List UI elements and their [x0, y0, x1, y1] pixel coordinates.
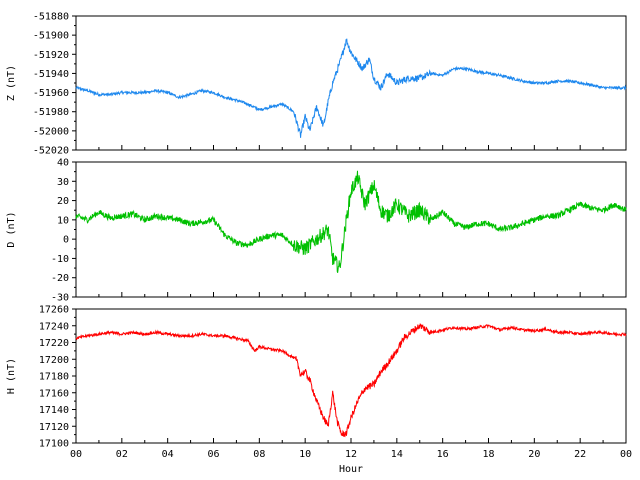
x-tick-label-7: 14 [391, 449, 403, 460]
y-tick-label-1-0: 40 [57, 158, 69, 169]
x-tick-label-0: 00 [70, 449, 82, 460]
y-tick-label-0-5: -51980 [33, 107, 69, 118]
y-tick-label-0-7: -52020 [33, 146, 69, 157]
x-tick-label-9: 18 [482, 449, 494, 460]
x-tick-label-12: 00 [620, 449, 632, 460]
y-tick-label-1-4: 0 [63, 235, 69, 246]
y-tick-label-0-4: -51960 [33, 88, 69, 99]
y-tick-label-2-3: 17200 [39, 355, 69, 366]
y-tick-label-0-1: -51900 [33, 31, 69, 42]
x-tick-label-10: 20 [528, 449, 540, 460]
x-tick-label-3: 06 [207, 449, 219, 460]
y-axis-label-2: H (nT) [6, 358, 17, 394]
y-tick-label-0-2: -51920 [33, 50, 69, 61]
series-line-1 [75, 170, 627, 273]
y-tick-label-2-0: 17260 [39, 305, 69, 316]
y-tick-label-2-4: 17180 [39, 372, 69, 383]
x-tick-label-1: 02 [116, 449, 128, 460]
y-tick-label-2-1: 17240 [39, 321, 69, 332]
series-line-0 [75, 38, 627, 138]
y-tick-label-1-3: 10 [57, 215, 69, 226]
y-axis-label-0: Z (nT) [6, 65, 17, 101]
x-axis-label: Hour [339, 464, 363, 475]
panel-frame-1 [75, 161, 627, 298]
x-tick-label-8: 16 [437, 449, 449, 460]
y-tick-label-2-2: 17220 [39, 338, 69, 349]
y-tick-label-1-5: -10 [51, 254, 69, 265]
y-tick-label-2-7: 17120 [39, 422, 69, 433]
y-tick-label-1-7: -30 [51, 293, 69, 304]
y-tick-label-2-8: 17100 [39, 439, 69, 450]
y-tick-label-0-6: -52000 [33, 126, 69, 137]
x-tick-label-11: 22 [574, 449, 586, 460]
y-tick-label-1-2: 20 [57, 196, 69, 207]
x-tick-label-4: 08 [253, 449, 265, 460]
y-tick-label-0-0: -51880 [33, 12, 69, 23]
y-axis-label-1: D (nT) [6, 211, 17, 247]
x-tick-label-2: 04 [162, 449, 174, 460]
y-tick-label-2-6: 17140 [39, 405, 69, 416]
y-tick-label-1-1: 30 [57, 177, 69, 188]
x-tick-label-5: 10 [299, 449, 311, 460]
y-tick-label-0-3: -51940 [33, 69, 69, 80]
y-tick-label-2-5: 17160 [39, 388, 69, 399]
y-tick-label-1-6: -20 [51, 273, 69, 284]
series-line-2 [75, 323, 627, 438]
x-tick-label-6: 12 [345, 449, 357, 460]
